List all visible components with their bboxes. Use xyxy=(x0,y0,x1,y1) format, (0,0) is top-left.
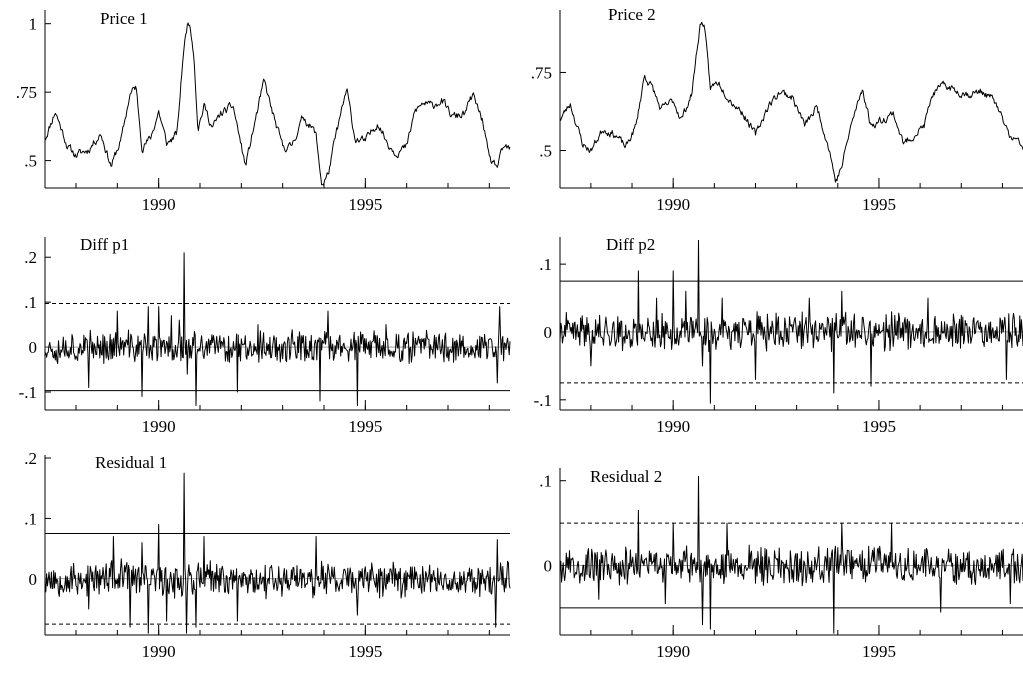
panel-residual-2: 0 .1 1990 1995 Residual 2 xyxy=(539,467,1023,661)
series-line xyxy=(44,252,511,406)
x-tick-label: 1995 xyxy=(862,417,896,436)
y-tick-label: 0 xyxy=(29,338,38,357)
y-tick-label: .75 xyxy=(531,63,552,82)
x-tick-label: 1995 xyxy=(862,195,896,214)
y-tick-label: .1 xyxy=(539,472,552,491)
y-tick-label: 0 xyxy=(544,556,553,575)
series-line xyxy=(44,472,511,634)
y-tick-label: .1 xyxy=(24,293,37,312)
x-tick-label: 1990 xyxy=(656,417,690,436)
y-tick-label: .1 xyxy=(24,509,37,528)
y-tick-label: .2 xyxy=(24,449,37,468)
panel-title: Price 1 xyxy=(100,9,148,28)
panel-price-1: .5 .75 1 1990 1995 Price 1 xyxy=(16,9,511,214)
y-tick-label: .75 xyxy=(16,83,37,102)
panel-title: Price 2 xyxy=(608,5,656,24)
y-tick-label: .1 xyxy=(539,255,552,274)
x-tick-label: 1990 xyxy=(656,642,690,661)
panel-price-2: .5 .75 1990 1995 Price 2 xyxy=(531,5,1023,214)
y-tick-label: .5 xyxy=(539,142,552,161)
series-line xyxy=(559,476,1023,634)
series-line xyxy=(559,239,1023,404)
x-tick-label: 1990 xyxy=(142,195,176,214)
series-line xyxy=(44,22,511,186)
y-tick-label: -.1 xyxy=(534,391,552,410)
y-tick-label: 0 xyxy=(544,323,553,342)
y-tick-label: .5 xyxy=(24,152,37,171)
y-tick-label: -.1 xyxy=(19,383,37,402)
x-tick-label: 1990 xyxy=(656,195,690,214)
y-tick-label: 1 xyxy=(29,15,38,34)
series-line xyxy=(559,21,1023,183)
y-tick-label: .2 xyxy=(24,248,37,267)
panel-residual-1: 0 .1 .2 1990 1995 Residual 1 xyxy=(24,449,511,661)
x-tick-label: 1995 xyxy=(862,642,896,661)
panel-diff-p2: -.1 0 .1 1990 1995 Diff p2 xyxy=(534,235,1023,436)
panel-diff-p1: -.1 0 .1 .2 1990 1995 Diff p1 xyxy=(19,235,511,436)
x-tick-label: 1995 xyxy=(348,417,382,436)
x-tick-label: 1990 xyxy=(142,417,176,436)
panel-title: Diff p2 xyxy=(606,235,655,254)
panel-title: Residual 2 xyxy=(590,467,662,486)
y-tick-label: 0 xyxy=(29,570,38,589)
panel-title: Diff p1 xyxy=(80,235,129,254)
x-tick-label: 1990 xyxy=(142,642,176,661)
x-tick-label: 1995 xyxy=(348,195,382,214)
panel-title: Residual 1 xyxy=(95,453,167,472)
x-tick-label: 1995 xyxy=(348,642,382,661)
